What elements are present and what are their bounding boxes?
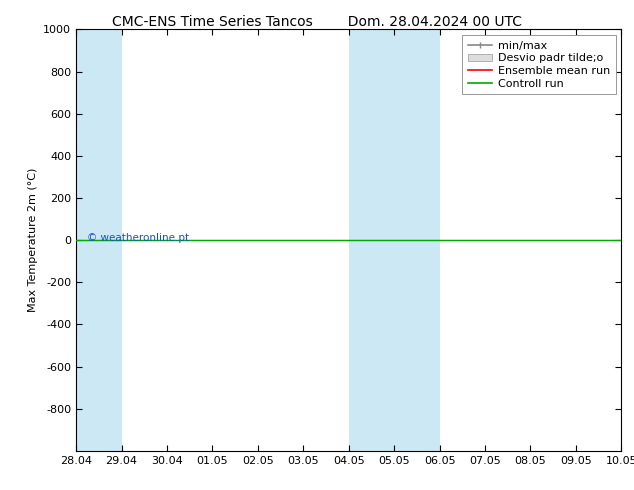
Text: CMC-ENS Time Series Tancos        Dom. 28.04.2024 00 UTC: CMC-ENS Time Series Tancos Dom. 28.04.20… <box>112 15 522 29</box>
Y-axis label: Max Temperature 2m (°C): Max Temperature 2m (°C) <box>28 168 37 312</box>
Bar <box>349 29 439 451</box>
Text: © weatheronline.pt: © weatheronline.pt <box>87 233 189 243</box>
Legend: min/max, Desvio padr tilde;o, Ensemble mean run, Controll run: min/max, Desvio padr tilde;o, Ensemble m… <box>462 35 616 95</box>
Bar <box>76 29 122 451</box>
